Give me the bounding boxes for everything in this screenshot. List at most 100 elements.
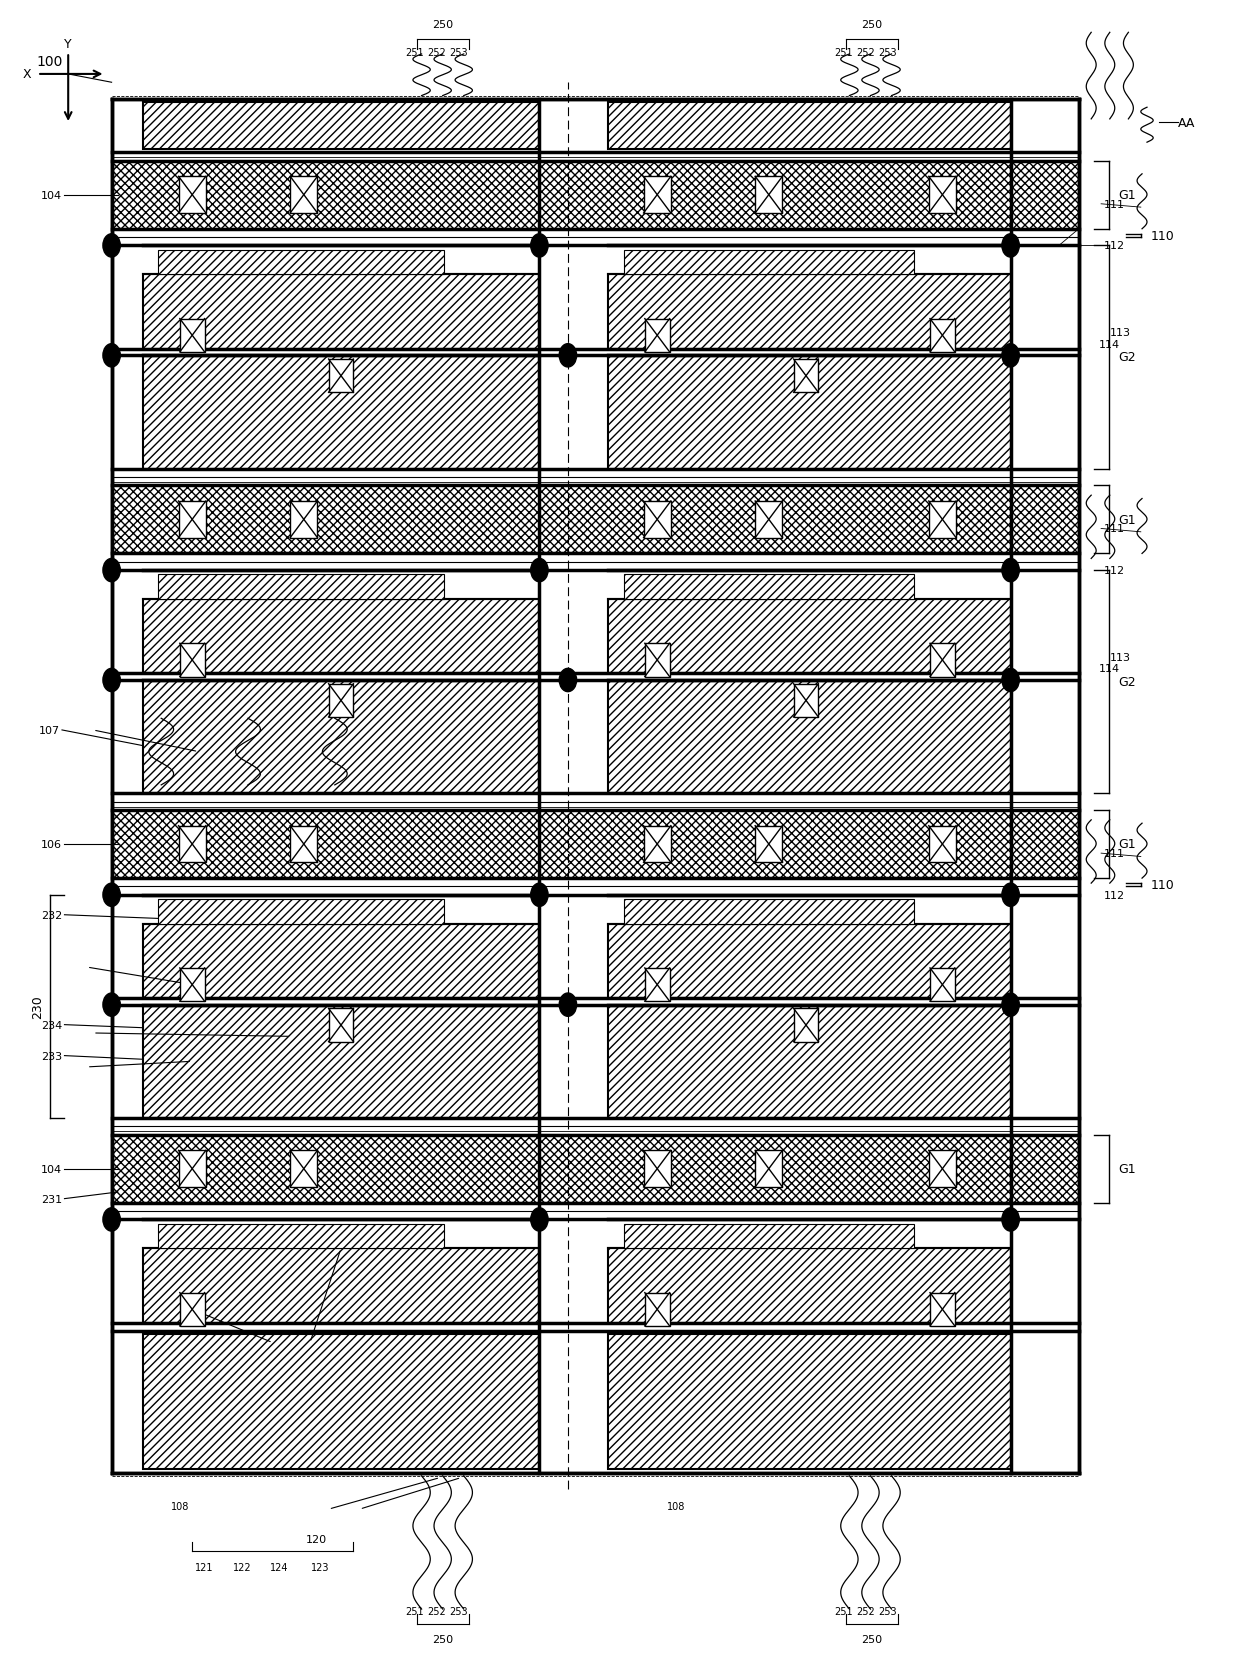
Bar [143, 103, 539, 150]
Text: X: X [24, 68, 31, 82]
Bar [608, 599, 1011, 674]
Circle shape [531, 559, 548, 582]
Text: 252: 252 [856, 48, 875, 58]
Text: 250: 250 [432, 20, 454, 30]
Bar [624, 250, 914, 275]
Text: 230: 230 [31, 995, 43, 1018]
Bar [624, 1223, 914, 1248]
Text: 112: 112 [1104, 890, 1125, 900]
Bar [608, 103, 1011, 150]
Circle shape [1002, 993, 1019, 1017]
Bar [645, 644, 670, 677]
Text: G1: G1 [1118, 190, 1136, 201]
Circle shape [103, 559, 120, 582]
Text: 104: 104 [41, 1163, 62, 1175]
Text: 121: 121 [196, 1562, 213, 1572]
Bar [143, 599, 539, 674]
Bar [930, 319, 955, 353]
Bar [755, 176, 782, 213]
Bar [159, 899, 444, 924]
Bar [329, 1008, 353, 1042]
Bar [624, 899, 914, 924]
Text: 111: 111 [1104, 524, 1125, 534]
Bar [159, 574, 444, 599]
Text: 111: 111 [1104, 849, 1125, 859]
Text: 108: 108 [171, 1501, 188, 1511]
Bar [179, 1151, 206, 1188]
Text: 250: 250 [432, 1634, 454, 1644]
Text: 124: 124 [270, 1562, 288, 1572]
Bar [290, 827, 317, 862]
Circle shape [103, 235, 120, 258]
Text: AA: AA [1178, 116, 1195, 130]
Circle shape [103, 1208, 120, 1231]
Bar [930, 968, 955, 1002]
Text: 112: 112 [1104, 241, 1125, 251]
Bar [755, 503, 782, 539]
Circle shape [1002, 344, 1019, 368]
Text: 123: 123 [311, 1562, 329, 1572]
Bar [644, 503, 671, 539]
Text: 251: 251 [404, 1606, 424, 1616]
Circle shape [559, 993, 577, 1017]
Bar [608, 1248, 1011, 1323]
Circle shape [103, 884, 120, 907]
Text: 110: 110 [1151, 230, 1174, 243]
Bar [794, 359, 818, 393]
Bar [929, 1151, 956, 1188]
Circle shape [1002, 669, 1019, 692]
Bar [329, 684, 353, 717]
Bar [608, 275, 1011, 349]
Bar [644, 827, 671, 862]
Circle shape [103, 669, 120, 692]
Bar [794, 1008, 818, 1042]
Text: 100: 100 [36, 55, 63, 68]
Circle shape [559, 344, 577, 368]
Bar [180, 1293, 205, 1326]
Bar [644, 176, 671, 213]
Bar [143, 275, 539, 349]
Bar [329, 359, 353, 393]
Bar [180, 968, 205, 1002]
Bar [645, 319, 670, 353]
Bar [159, 250, 444, 275]
Circle shape [559, 669, 577, 692]
Text: Y: Y [64, 38, 72, 52]
Circle shape [1002, 235, 1019, 258]
Bar [755, 827, 782, 862]
Bar [112, 486, 1079, 554]
Bar [794, 684, 818, 717]
Text: 111: 111 [1104, 200, 1125, 210]
Text: 253: 253 [878, 48, 898, 58]
Bar [929, 503, 956, 539]
Bar [290, 176, 317, 213]
Bar [143, 924, 539, 998]
Text: 233: 233 [41, 1052, 62, 1062]
Bar [143, 1005, 539, 1118]
Bar [112, 810, 1079, 879]
Bar [143, 1248, 539, 1323]
Text: 252: 252 [427, 1606, 446, 1616]
Text: 252: 252 [427, 48, 446, 58]
Bar [624, 574, 914, 599]
Text: 232: 232 [41, 910, 62, 920]
Text: G1: G1 [1118, 514, 1136, 526]
Bar [179, 827, 206, 862]
Circle shape [1002, 559, 1019, 582]
Bar [930, 644, 955, 677]
Bar [180, 319, 205, 353]
Text: 250: 250 [861, 1634, 883, 1644]
Text: 114: 114 [1099, 664, 1120, 674]
Bar [929, 176, 956, 213]
Circle shape [1002, 1208, 1019, 1231]
Bar [608, 681, 1011, 794]
Text: 251: 251 [833, 48, 853, 58]
Bar [608, 356, 1011, 469]
Bar [159, 1223, 444, 1248]
Circle shape [531, 235, 548, 258]
Circle shape [531, 884, 548, 907]
Text: G2: G2 [1118, 676, 1136, 689]
Text: 113: 113 [1110, 328, 1131, 338]
Text: 252: 252 [856, 1606, 875, 1616]
Text: 110: 110 [1151, 879, 1174, 892]
